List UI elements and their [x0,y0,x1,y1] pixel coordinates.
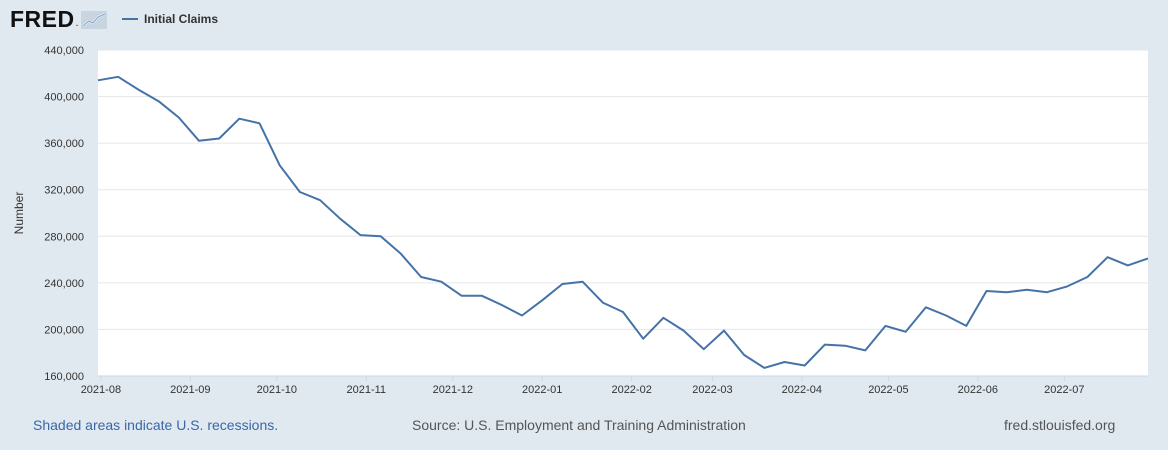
legend: Initial Claims [122,12,218,26]
data-point[interactable] [943,312,949,318]
data-point[interactable] [458,293,464,299]
data-point[interactable] [499,302,505,308]
data-point[interactable] [337,216,343,222]
data-point[interactable] [802,363,808,369]
data-point[interactable] [903,329,909,335]
x-tick-label: 2022-02 [611,384,651,396]
data-point[interactable] [156,98,162,104]
data-point[interactable] [1064,283,1070,289]
data-point[interactable] [660,315,666,321]
data-point[interactable] [115,74,121,80]
data-point[interactable] [842,343,848,349]
data-point[interactable] [1145,255,1151,261]
series-line-initial-claims[interactable] [97,75,1149,369]
data-point[interactable] [1024,287,1030,293]
data-point[interactable] [196,138,202,144]
y-tick-label: 280,000 [44,231,84,243]
data-point[interactable] [681,328,687,334]
legend-swatch [122,18,138,20]
plot-area [98,50,1148,376]
data-point[interactable] [701,346,707,352]
data-point[interactable] [257,120,263,126]
y-tick-label: 160,000 [44,371,84,383]
data-point[interactable] [378,233,384,239]
y-axis-ticks: 160,000 200,000 240,000 280,000 320,000 360,0… [44,45,84,383]
data-point[interactable] [438,279,444,285]
data-point[interactable] [479,293,485,299]
data-point[interactable] [620,309,626,315]
x-tick-label: 2021-11 [346,384,386,396]
data-point[interactable] [297,189,303,195]
data-point[interactable] [398,251,404,257]
x-axis-ticks: 2021-08 2021-09 2021-10 2021-11 2021-12 2022-… [81,375,1148,396]
data-point[interactable] [782,359,788,365]
y-tick-label: 200,000 [44,324,84,336]
y-tick-label: 320,000 [44,185,84,197]
data-point[interactable] [1084,274,1090,280]
data-point[interactable] [95,77,101,83]
data-point[interactable] [721,328,727,334]
data-point[interactable] [883,323,889,329]
y-tick-label: 440,000 [44,45,84,57]
data-point[interactable] [317,197,323,203]
fred-logo[interactable]: FRED . [10,6,108,33]
y-axis-label: Number [12,192,26,235]
x-tick-label: 2022-04 [782,384,822,396]
data-point[interactable] [761,365,767,371]
data-point[interactable] [1105,254,1111,260]
data-point[interactable] [822,342,828,348]
x-tick-label: 2021-09 [170,384,210,396]
data-point[interactable] [539,297,545,303]
data-point[interactable] [236,116,242,122]
recession-note-link[interactable]: Shaded areas indicate U.S. recessions. [33,417,279,433]
x-tick-label: 2022-01 [522,384,562,396]
data-point[interactable] [923,304,929,310]
x-tick-label: 2021-12 [433,384,473,396]
x-tick-label: 2022-05 [868,384,908,396]
data-point[interactable] [963,323,969,329]
data-point[interactable] [216,135,222,141]
data-point[interactable] [580,279,586,285]
data-point[interactable] [559,281,565,287]
y-tick-label: 240,000 [44,278,84,290]
y-tick-label: 360,000 [44,138,84,150]
data-point[interactable] [741,352,747,358]
logo-dot: . [75,18,79,29]
data-point[interactable] [1044,289,1050,295]
logo-text: FRED [10,6,75,32]
legend-series-name: Initial Claims [144,12,219,26]
x-tick-label: 2022-06 [958,384,998,396]
x-tick-label: 2022-07 [1044,384,1084,396]
data-point[interactable] [1125,262,1131,268]
data-point[interactable] [640,336,646,342]
data-point[interactable] [418,274,424,280]
gridlines [98,49,1148,377]
source-note: Source: U.S. Employment and Training Adm… [412,417,746,433]
x-tick-label: 2022-03 [692,384,732,396]
chart-graph-icon [81,10,108,29]
data-point[interactable] [277,162,283,168]
y-tick-label: 400,000 [44,92,84,104]
x-tick-label: 2021-10 [257,384,297,396]
data-point[interactable] [600,300,606,306]
series-layer [95,74,1151,371]
data-point[interactable] [519,312,525,318]
data-point[interactable] [358,232,364,238]
fred-url-link[interactable]: fred.stlouisfed.org [1004,417,1116,433]
data-point[interactable] [1004,289,1010,295]
data-point[interactable] [135,87,141,93]
data-point[interactable] [176,115,182,121]
data-point[interactable] [862,347,868,353]
data-point[interactable] [983,288,989,294]
x-tick-label: 2021-08 [81,384,121,396]
